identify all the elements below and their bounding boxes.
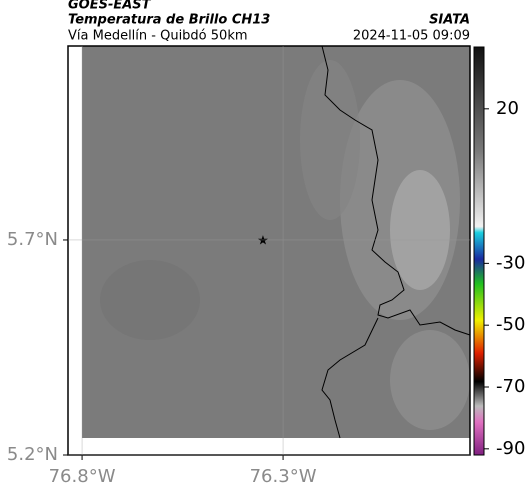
x-tick-label: 76.3°W	[250, 466, 317, 487]
subtitle: Temperatura de Brillo CH13	[68, 13, 270, 28]
colorbar-tick-label: 20	[496, 98, 519, 119]
colorbar-tick-label: -90	[496, 438, 525, 459]
colorbar	[473, 46, 485, 456]
borders	[321, 45, 471, 439]
colorbar-tick-label: -50	[496, 314, 525, 335]
x-tick-label: 76.8°W	[49, 466, 116, 487]
location-marker: ★	[257, 234, 269, 249]
y-tick-label: 5.2°N	[7, 444, 58, 465]
datetime: 2024-11-05 09:09	[353, 29, 470, 44]
title: GOES-EAST	[68, 0, 152, 13]
colorbar-tick-label: -30	[496, 252, 525, 273]
source: SIATA	[429, 13, 470, 28]
region: Vía Medellín - Quibdó 50km	[68, 29, 248, 44]
colorbar-tick-label: -70	[496, 376, 525, 397]
imagery	[82, 46, 470, 438]
y-tick-label: 5.7°N	[7, 229, 58, 250]
